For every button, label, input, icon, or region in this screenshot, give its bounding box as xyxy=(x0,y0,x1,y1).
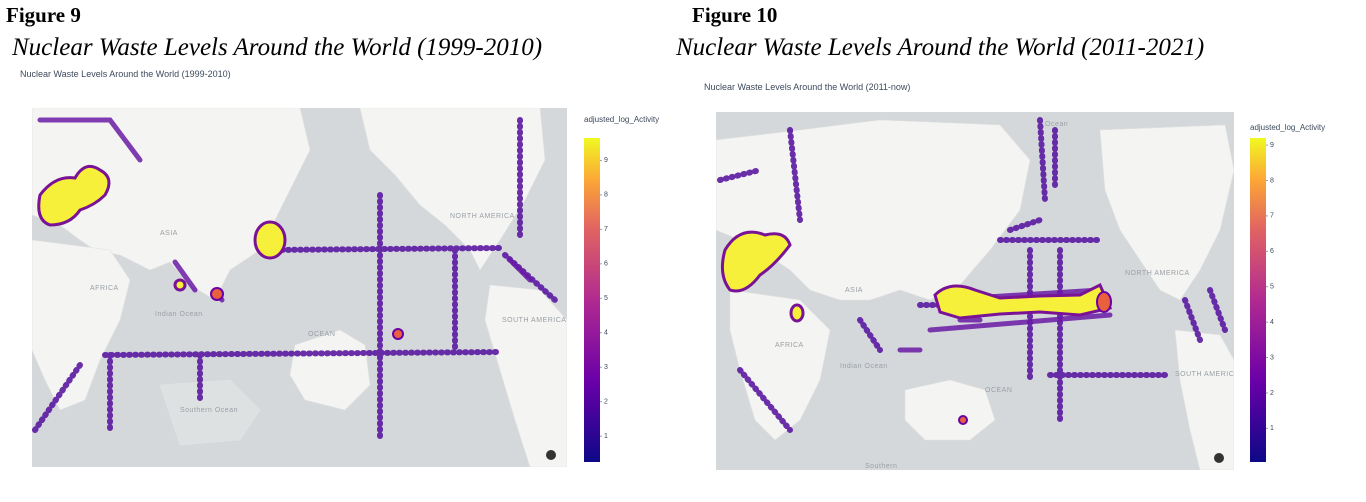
plot-title: Nuclear Waste Levels Around the World (2… xyxy=(704,82,910,92)
heat-hotspot xyxy=(173,278,187,292)
heat-hotspot xyxy=(210,287,224,301)
map-label: SOUTH AMERICA xyxy=(502,317,566,324)
figure-label: Figure 10 xyxy=(692,3,777,27)
land xyxy=(1174,329,1234,470)
figure: Figure 10 Nuclear Waste Levels Around th… xyxy=(675,3,1325,470)
land xyxy=(359,108,546,271)
heat-track xyxy=(37,117,533,303)
figure: Figure 9 Nuclear Waste Levels Around the… xyxy=(6,3,659,467)
land xyxy=(484,284,567,467)
map-label: OCEAN xyxy=(985,387,1012,394)
colorbar-tick-label: 8 xyxy=(1270,177,1274,184)
colorbar-tick-label: 5 xyxy=(604,295,608,302)
heat-hotspot xyxy=(392,328,404,340)
map-label: Southern xyxy=(865,463,897,470)
colorbar-tick-label: 2 xyxy=(604,399,608,406)
heat-hotspot xyxy=(1096,291,1112,313)
plot-title: Nuclear Waste Levels Around the World (1… xyxy=(20,69,231,79)
map-label: AFRICA xyxy=(90,285,119,292)
colorbar-tick-label: 8 xyxy=(604,192,608,199)
map-label: Indian Ocean xyxy=(840,363,888,370)
map-label: Southern Ocean xyxy=(180,407,238,414)
land xyxy=(159,379,261,446)
colorbar-tick-label: 1 xyxy=(604,433,608,440)
colorbar-gradient xyxy=(584,138,600,462)
figure-caption: Nuclear Waste Levels Around the World (2… xyxy=(675,34,1204,61)
colorbar: adjusted_log_Activity 1 2 3 4 5 6 7 8 9 xyxy=(1250,123,1325,462)
colorbar-tick-label: 7 xyxy=(604,226,608,233)
colorbar: adjusted_log_Activity 1 2 3 4 5 6 7 8 9 xyxy=(584,115,659,462)
map-label: ASIA xyxy=(845,287,863,294)
land xyxy=(32,239,131,411)
figure-label: Figure 9 xyxy=(6,3,81,27)
info-icon[interactable] xyxy=(1214,453,1224,463)
map-label: Indian Ocean xyxy=(155,311,203,318)
colorbar-tick-label: 2 xyxy=(1270,390,1274,397)
land xyxy=(904,379,996,441)
colorbar-tick-label: 3 xyxy=(1270,354,1274,361)
map-label: AFRICA xyxy=(775,342,804,349)
colorbar-tick-label: 4 xyxy=(1270,319,1274,326)
colorbar-tick-label: 5 xyxy=(1270,284,1274,291)
colorbar-tick-label: 9 xyxy=(1270,142,1274,149)
figure-caption: Nuclear Waste Levels Around the World (1… xyxy=(11,34,542,61)
heat-hotspot xyxy=(720,230,792,293)
colorbar-tick-label: 7 xyxy=(1270,213,1274,220)
colorbar-tick-label: 1 xyxy=(1270,425,1274,432)
map-label: Ocean xyxy=(1045,121,1068,128)
land xyxy=(289,329,371,411)
colorbar-gradient xyxy=(1250,138,1266,462)
map: Ocean ASIA NORTH AMERICA AFRICA Indian O… xyxy=(716,112,1239,470)
colorbar-tick-label: 4 xyxy=(604,330,608,337)
land xyxy=(1099,124,1234,301)
colorbar-title: adjusted_log_Activity xyxy=(584,115,659,124)
map-label: NORTH AMERICA xyxy=(450,213,515,220)
heat-hotspot xyxy=(789,303,805,323)
land xyxy=(32,108,311,301)
info-icon[interactable] xyxy=(546,450,556,460)
heat-hotspot xyxy=(37,164,111,227)
heat-hotspot xyxy=(933,282,1113,320)
map-label: SOUTH AMERICA xyxy=(1175,371,1239,378)
colorbar-tick-label: 3 xyxy=(604,364,608,371)
heat-hotspot xyxy=(253,220,287,260)
colorbar-title: adjusted_log_Activity xyxy=(1250,123,1325,132)
map: ASIA NORTH AMERICA AFRICA Indian Ocean O… xyxy=(32,108,567,467)
map-label: OCEAN xyxy=(308,331,335,338)
colorbar-tick-label: 9 xyxy=(604,157,608,164)
colorbar-tick-label: 6 xyxy=(1270,248,1274,255)
colorbar-tick-label: 6 xyxy=(604,261,608,268)
map-label: ASIA xyxy=(160,230,178,237)
heat-hotspot xyxy=(958,415,968,425)
heat-track xyxy=(897,287,1113,353)
map-label: NORTH AMERICA xyxy=(1125,270,1190,277)
